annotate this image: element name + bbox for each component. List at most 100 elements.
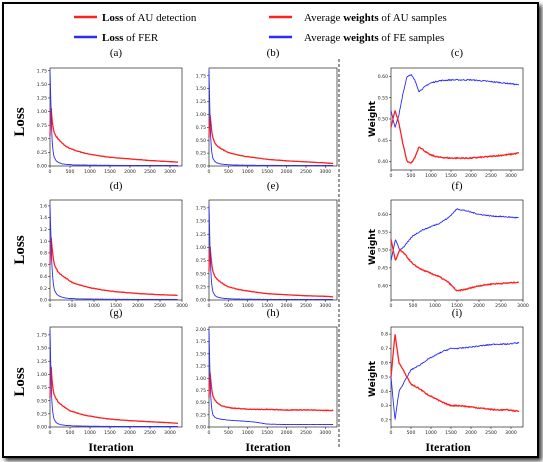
panel-i-series-1 — [390, 334, 520, 413]
x-tick-label: 1000 — [88, 303, 100, 309]
y-tick-label: 0.2 — [381, 417, 388, 423]
y-tick-label: 0.00 — [37, 425, 47, 431]
panel-g-series-0 — [49, 366, 179, 425]
panel-c: (c) 0 500 1000 1500 2000 2500 3000 0.40 0.45 0.50 0… — [378, 47, 524, 179]
y-tick-label: 2.00 — [196, 327, 206, 333]
panel-d-series-1 — [49, 205, 178, 300]
panel-h-title: (h) — [267, 307, 280, 319]
y-tick-label: 0.25 — [196, 284, 206, 290]
x-tick-label: 1500 — [104, 430, 116, 436]
x-tick-label: 2000 — [281, 303, 293, 309]
panel-e: (e) 0 500 1000 1500 2000 2500 3000 0.00 0.25 0.50 0… — [196, 180, 338, 309]
panel-i-title: (i) — [452, 307, 463, 319]
y-tick-label: 1.2 — [40, 227, 47, 233]
y-tick-label: 0.50 — [196, 138, 206, 144]
panel-b-title: (b) — [267, 47, 280, 59]
panel-i-series-0 — [390, 341, 520, 420]
y-tick-label: 0.25 — [196, 151, 206, 157]
y-tick-label: 0.60 — [378, 212, 388, 218]
x-tick-label: 1000 — [242, 169, 254, 175]
y-tick-label: 0.50 — [196, 400, 206, 406]
y-tick-label: 1.75 — [196, 339, 206, 345]
y-tick-label: 0.00 — [37, 164, 47, 170]
y-tick-label: 1.0 — [40, 239, 47, 245]
x-tick-label: 0 — [390, 173, 393, 179]
x-label-col2: Iteration — [245, 440, 291, 454]
x-tick-label: 2500 — [300, 430, 312, 436]
x-tick-label: 3000 — [505, 173, 517, 179]
panel-d-series-0 — [49, 237, 178, 297]
y-tick-label: 0.25 — [37, 411, 47, 417]
y-tick-label: 0.75 — [196, 125, 206, 131]
x-tick-label: 500 — [68, 303, 77, 309]
x-tick-label: 1000 — [429, 303, 441, 309]
panel-b-series-1 — [208, 70, 334, 167]
y-tick-label: 0.45 — [378, 265, 388, 271]
panel-c-series-1 — [390, 110, 520, 164]
y-tick-label: 0.50 — [378, 117, 388, 123]
x-tick-label: 1500 — [261, 303, 273, 309]
y-tick-label: 1.50 — [196, 86, 206, 92]
row3-weight-label: Weight — [368, 360, 378, 397]
x-tick-label: 500 — [224, 430, 233, 436]
y-tick-label: 0.40 — [378, 283, 388, 289]
x-tick-label: 0 — [208, 169, 211, 175]
panel-g-title: (g) — [110, 307, 123, 319]
panel-b: (b) 0 500 1000 1500 2000 2500 3000 0.00 0.25 0.50 0… — [196, 47, 338, 175]
figure-canvas: Loss of AU detection Loss of FER Average… — [12, 12, 529, 454]
y-tick-label: 0.00 — [196, 164, 206, 170]
panel-c-title: (c) — [451, 47, 464, 59]
y-tick-label: 0.2 — [40, 286, 47, 292]
y-tick-label: 1.25 — [196, 99, 206, 105]
row2-loss-label: Loss — [12, 235, 28, 264]
y-tick-label: 0.6 — [381, 360, 388, 366]
x-tick-label: 0 — [208, 303, 211, 309]
panel-b-series-0 — [208, 114, 334, 165]
panel-g-axes — [49, 326, 183, 428]
x-tick-label: 1500 — [261, 169, 273, 175]
x-tick-label: 1000 — [425, 430, 437, 436]
y-tick-label: 1.75 — [196, 205, 206, 211]
row2-weight-label: Weight — [368, 228, 378, 265]
x-tick-label: 1500 — [451, 303, 463, 309]
x-tick-label: 500 — [407, 430, 416, 436]
panel-i: (i) 0 500 1000 1500 2000 2500 3000 0.2 0.3 0.4 0.5 0… — [381, 307, 524, 436]
panel-h-series-0 — [208, 372, 334, 412]
y-tick-label: 0.25 — [37, 150, 47, 156]
x-tick-label: 1000 — [242, 303, 254, 309]
y-tick-label: 1.50 — [196, 219, 206, 225]
panel-a-title: (a) — [110, 47, 123, 59]
panel-e-title: (e) — [267, 180, 280, 192]
panel-e-axes — [208, 199, 338, 301]
x-tick-label: 3000 — [164, 169, 176, 175]
x-tick-label: 3000 — [164, 430, 176, 436]
x-tick-label: 500 — [66, 430, 75, 436]
x-tick-label: 2000 — [465, 430, 477, 436]
panel-h: (h) 0 500 1000 1500 2000 2500 3000 0.00 0.25 0.50 0… — [196, 307, 338, 436]
x-tick-label: 2000 — [281, 430, 293, 436]
x-tick-label: 2000 — [124, 169, 136, 175]
legend-fe-weight-label: Average weights of FE samples — [304, 32, 444, 44]
y-tick-label: 0.50 — [37, 136, 47, 142]
x-tick-label: 500 — [409, 303, 418, 309]
x-tick-label: 1000 — [242, 430, 254, 436]
row1-loss-label: Loss — [12, 107, 28, 136]
x-label-col3: Iteration — [425, 440, 471, 454]
panel-i-axes — [390, 326, 524, 428]
panel-a-series-0 — [49, 107, 179, 163]
panel-h-series-1 — [208, 329, 334, 426]
x-tick-label: 2500 — [485, 430, 497, 436]
y-tick-label: 0.00 — [196, 425, 206, 431]
legend-au-weight-label: Average weights of AU samples — [304, 12, 447, 24]
x-tick-label: 500 — [66, 169, 75, 175]
y-tick-label: 1.50 — [37, 82, 47, 88]
legend-fer-loss-label: Loss of FER — [102, 32, 159, 44]
x-tick-label: 3000 — [176, 303, 188, 309]
panel-f-series-0 — [390, 208, 519, 261]
y-tick-label: 0.00 — [196, 298, 206, 304]
x-tick-label: 3000 — [320, 169, 332, 175]
y-tick-label: 0.4 — [381, 389, 388, 395]
panel-d-axes — [49, 199, 183, 301]
y-tick-label: 0.5 — [381, 375, 388, 381]
legend: Loss of AU detection Loss of FER Average… — [74, 12, 447, 44]
